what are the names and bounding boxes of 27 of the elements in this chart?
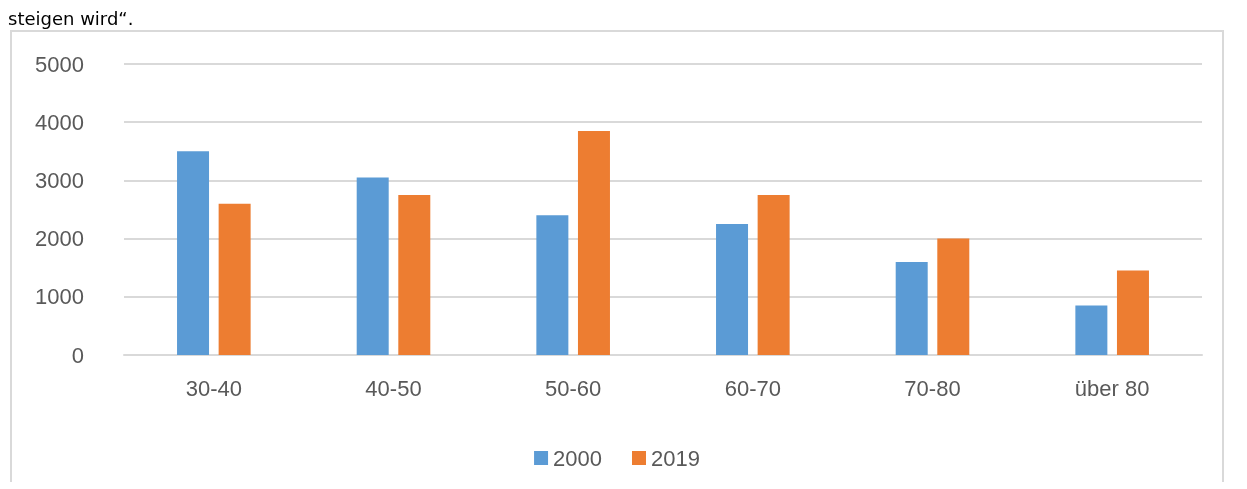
- y-tick-label: 1000: [35, 284, 84, 310]
- x-tick-label: 50-60: [545, 375, 602, 401]
- bar: [757, 194, 790, 355]
- bar: [577, 130, 610, 355]
- y-tick-label: 5000: [35, 51, 84, 77]
- bar: [536, 215, 569, 355]
- legend-label: 2000: [553, 445, 603, 471]
- x-tick-label: 60-70: [724, 375, 781, 401]
- bar: [1075, 305, 1108, 355]
- bar: [895, 261, 928, 355]
- bar: [1116, 270, 1149, 355]
- text: steigen wird“.: [8, 8, 135, 30]
- y-tick-label: 3000: [35, 167, 84, 193]
- x-tick-label: 30-40: [185, 375, 242, 401]
- x-tick-label: 40-50: [365, 375, 422, 401]
- bar: [218, 203, 251, 355]
- bar: [177, 151, 210, 355]
- x-tick-label: 70-80: [904, 375, 961, 401]
- y-tick-label: 2000: [35, 226, 84, 252]
- legend-label: 2019: [651, 445, 700, 471]
- bar: [716, 224, 749, 355]
- y-tick-label: 0: [71, 342, 84, 368]
- bar: [356, 177, 389, 355]
- x-tick-label: über 80: [1074, 375, 1150, 401]
- bar: [937, 238, 970, 355]
- bar: [398, 194, 431, 355]
- y-tick-label: 4000: [35, 109, 84, 135]
